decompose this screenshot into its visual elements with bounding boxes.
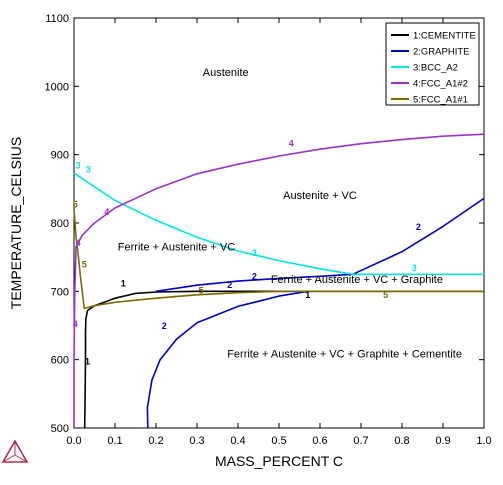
y-tick-label: 600 [51,355,69,367]
legend-entry-label: 1:CEMENTITE [413,31,476,42]
x-tick-label: 0.6 [312,435,327,447]
x-axis-title: MASS_PERCENT C [215,453,343,469]
curve-number-label: 1 [85,356,90,366]
legend-entry-label: 5:FCC_A1#1 [413,95,468,106]
curve-number-label: 2 [162,321,167,331]
curve-number-label: 4 [104,207,109,217]
x-tick-label: 0.9 [435,435,450,447]
annotation-layer: Austenite Austenite + VC Ferrite + Austeni… [118,67,462,361]
curve-number-label: 2 [416,222,421,232]
curve-number-label: 2 [227,280,232,290]
series-line-4 [73,133,485,428]
curve-number-label: 3 [412,263,417,273]
region-label: Ferrite + Austenite + VC + Graphite [271,274,443,286]
y-tick-label: 1000 [45,81,69,93]
legend-box [385,22,480,106]
legend-items: 1:CEMENTITE 2:GRAPHITE 3:BCC_A2 4:FCC_A1#2 5… [391,31,476,106]
x-tick-label: 0.0 [66,435,81,447]
legend-entry-label: 4:FCC_A1#2 [413,79,468,90]
curve-number-label: 1 [305,290,310,300]
series-line-2 [155,197,485,293]
curve-number-label: 4 [73,319,78,329]
series-line-2 [146,290,308,429]
x-tick-label: 0.5 [271,435,286,447]
x-tick-label: 0.3 [189,435,204,447]
region-label: Ferrite + Austenite + VC [118,241,235,253]
y-tick-label: 1100 [45,13,69,25]
legend-entry-label: 2:GRAPHITE [413,47,470,58]
x-tick-label: 0.2 [148,435,163,447]
legend-entry-label: 3:BCC_A2 [413,63,458,74]
x-tick-label: 0.7 [353,435,368,447]
thermo-calc-logo [1,439,29,463]
y-tick-label: 900 [51,150,69,162]
logo-outer-triangle [1,439,29,463]
curve-number-label: 2 [252,272,257,282]
series-line-5 [73,209,484,310]
curve-number-label: 5 [383,290,388,300]
region-label: Austenite + VC [283,190,357,202]
y-tick-label: 800 [51,218,69,230]
y-tick-label: 700 [51,286,69,298]
curve-number-label: 5 [199,285,204,295]
x-tick-label: 0.8 [394,435,409,447]
curve-number-label: 5 [73,199,78,209]
tick-layer: 0.0 0.1 0.2 0.3 0.4 0.5 0.6 0.7 0.8 0.9 1.0 500 600 7… [45,13,492,447]
curve-number-label: 3 [86,164,91,174]
logo-line-c [14,454,28,463]
y-tick-label: 500 [51,423,69,435]
curve-number-label: 3 [252,248,257,258]
y-axis-title: TEMPERATURE_CELSIUS [8,137,24,309]
x-tick-label: 1.0 [476,435,491,447]
region-label: Ferrite + Austenite + VC + Graphite + Ce… [227,349,462,361]
region-label: Austenite [203,67,249,79]
x-tick-label: 0.1 [107,435,122,447]
curve-number-label: 4 [76,238,81,248]
curve-number-label: 4 [289,138,294,148]
x-tick-label: 0.4 [230,435,245,447]
curve-number-label: 1 [121,279,126,289]
series-line-3 [73,172,484,276]
curve-number-label: 3 [76,160,81,170]
legend: 1:CEMENTITE 2:GRAPHITE 3:BCC_A2 4:FCC_A1#2 5… [385,22,480,106]
curve-layer [73,133,485,429]
logo-line-b [2,454,16,463]
curve-number-label: 5 [82,259,87,269]
